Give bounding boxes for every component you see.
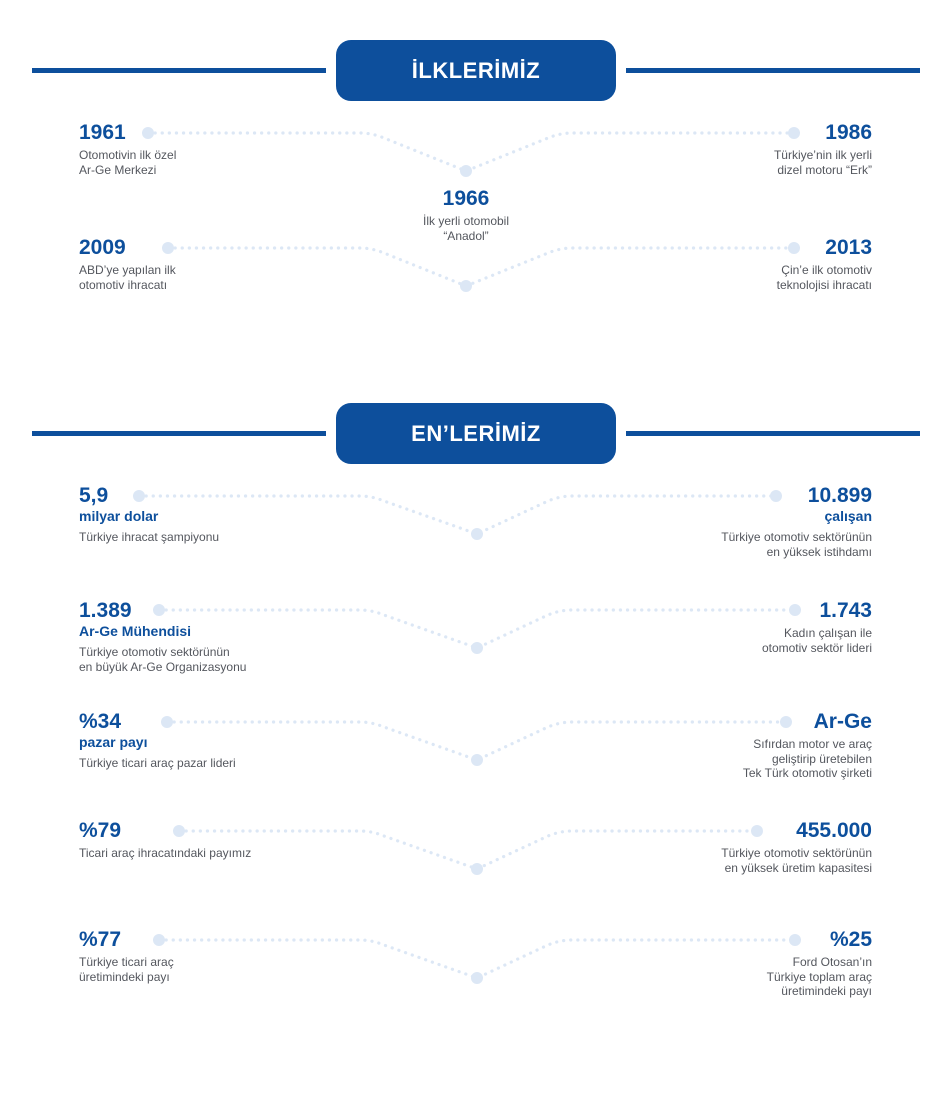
stat-production-capacity: 455.000 Türkiye otomotiv sektörünün en y… (721, 820, 872, 875)
connector-node (751, 825, 763, 837)
dotted-connector (177, 829, 759, 871)
connector-node (471, 863, 483, 875)
milestone-year: 2009 (79, 236, 126, 259)
stat-desc: Ford Otosan’ın Türkiye toplam araç üreti… (766, 955, 872, 998)
section-title-enlerimiz: EN’LERİMİZ (336, 403, 616, 464)
connector-node (789, 604, 801, 616)
milestone-desc: ABD’ye yapılan ilk otomotiv ihracatı (79, 263, 176, 292)
stat-value: %79 (79, 819, 122, 842)
stat-total-production-share: %25 Ford Otosan’ın Türkiye toplam araç ü… (767, 929, 872, 999)
stat-rd-engineers: 1.389 Ar-Ge Mühendisi Türkiye otomotiv s… (79, 600, 246, 674)
milestone-desc: İlk yerli otomobil “Anadol” (422, 214, 510, 243)
stat-desc: Ticari araç ihracatındaki payımız (79, 846, 252, 860)
connector-node (161, 716, 173, 728)
connector-node (471, 642, 483, 654)
dotted-connector (166, 246, 796, 288)
stat-commercial-production-share: %77 Türkiye ticari araç üretimindeki pay… (79, 929, 174, 984)
milestone-1966: 1966 İlk yerli otomobil “Anadol” (366, 188, 566, 243)
stat-commercial-export-share: %79 Ticari araç ihracatındaki payımız (79, 820, 251, 861)
stat-unit: pazar payı (79, 734, 148, 750)
stat-value: %34 (79, 710, 122, 733)
header-rule-right (626, 431, 920, 436)
stat-export-value: 5,9 milyar dolar Türkiye ihracat şampiyo… (79, 485, 219, 545)
stat-rd-capability: Ar-Ge Sıfırdan motor ve araç geliştirip … (743, 711, 872, 781)
stat-value: 455.000 (796, 819, 872, 842)
stat-desc: Kadın çalışan ile otomotiv sektör lideri (761, 626, 872, 655)
stat-employees: 10.899 çalışan Türkiye otomotiv sektörün… (721, 485, 872, 559)
connector-node (788, 242, 800, 254)
stat-unit: milyar dolar (79, 508, 159, 524)
stat-value: %77 (79, 928, 122, 951)
milestone-desc: Otomotivin ilk özel Ar-Ge Merkezi (79, 148, 177, 177)
connector-node (173, 825, 185, 837)
stat-value: Ar-Ge (813, 710, 872, 733)
connector-node (471, 754, 483, 766)
milestone-year: 1986 (825, 121, 872, 144)
header-rule-left (32, 68, 326, 73)
connector-node (133, 490, 145, 502)
connector-node (770, 490, 782, 502)
header-rule-right (626, 68, 920, 73)
connector-node (142, 127, 154, 139)
dotted-connector (157, 608, 797, 650)
stat-desc: Türkiye ticari araç üretimindeki payı (79, 955, 174, 984)
milestone-2009: 2009 ABD’ye yapılan ilk otomotiv ihracat… (79, 237, 176, 292)
stat-value: %25 (829, 928, 872, 951)
milestone-1961: 1961 Otomotivin ilk özel Ar-Ge Merkezi (79, 122, 176, 177)
stat-value: 5,9 (79, 484, 109, 507)
dotted-connector (146, 131, 796, 173)
stat-desc: Sıfırdan motor ve araç geliştirip üreteb… (742, 737, 872, 780)
connector-node (789, 934, 801, 946)
dotted-connector (137, 494, 778, 536)
section-title-ilklerimiz: İLKLERİMİZ (336, 40, 616, 101)
stat-women-employees: 1.743 Kadın çalışan ile otomotiv sektör … (762, 600, 872, 655)
stat-unit: çalışan (824, 508, 872, 524)
stat-value: 10.899 (807, 484, 872, 507)
stat-unit: Ar-Ge Mühendisi (79, 623, 192, 639)
dotted-connector (157, 938, 797, 980)
dotted-connector (165, 720, 788, 762)
connector-node (460, 165, 472, 177)
stat-desc: Türkiye ihracat şampiyonu (79, 530, 220, 544)
milestone-year: 1961 (79, 121, 126, 144)
milestone-1986: 1986 Türkiye’nin ilk yerli dizel motoru … (774, 122, 872, 177)
connector-node (471, 972, 483, 984)
milestone-desc: Çin’e ilk otomotiv teknolojisi ihracatı (776, 263, 872, 292)
stat-desc: Türkiye otomotiv sektörünün en büyük Ar-… (79, 645, 247, 674)
connector-node (780, 716, 792, 728)
milestone-2013: 2013 Çin’e ilk otomotiv teknolojisi ihra… (777, 237, 872, 292)
stat-market-share: %34 pazar payı Türkiye ticari araç pazar… (79, 711, 236, 771)
stat-value: 1.389 (79, 599, 132, 622)
connector-node (788, 127, 800, 139)
milestone-desc: Türkiye’nin ilk yerli dizel motoru “Erk” (773, 148, 872, 177)
connector-node (153, 604, 165, 616)
stat-desc: Türkiye otomotiv sektörünün en yüksek ür… (721, 846, 872, 875)
stat-desc: Türkiye otomotiv sektörünün en yüksek is… (721, 530, 872, 559)
milestone-year: 1966 (442, 187, 490, 210)
connector-node (153, 934, 165, 946)
connector-node (471, 528, 483, 540)
connector-node (460, 280, 472, 292)
header-rule-left (32, 431, 326, 436)
stat-desc: Türkiye ticari araç pazar lideri (79, 756, 236, 770)
stat-value: 1.743 (819, 599, 872, 622)
connector-node (162, 242, 174, 254)
milestone-year: 2013 (825, 236, 872, 259)
